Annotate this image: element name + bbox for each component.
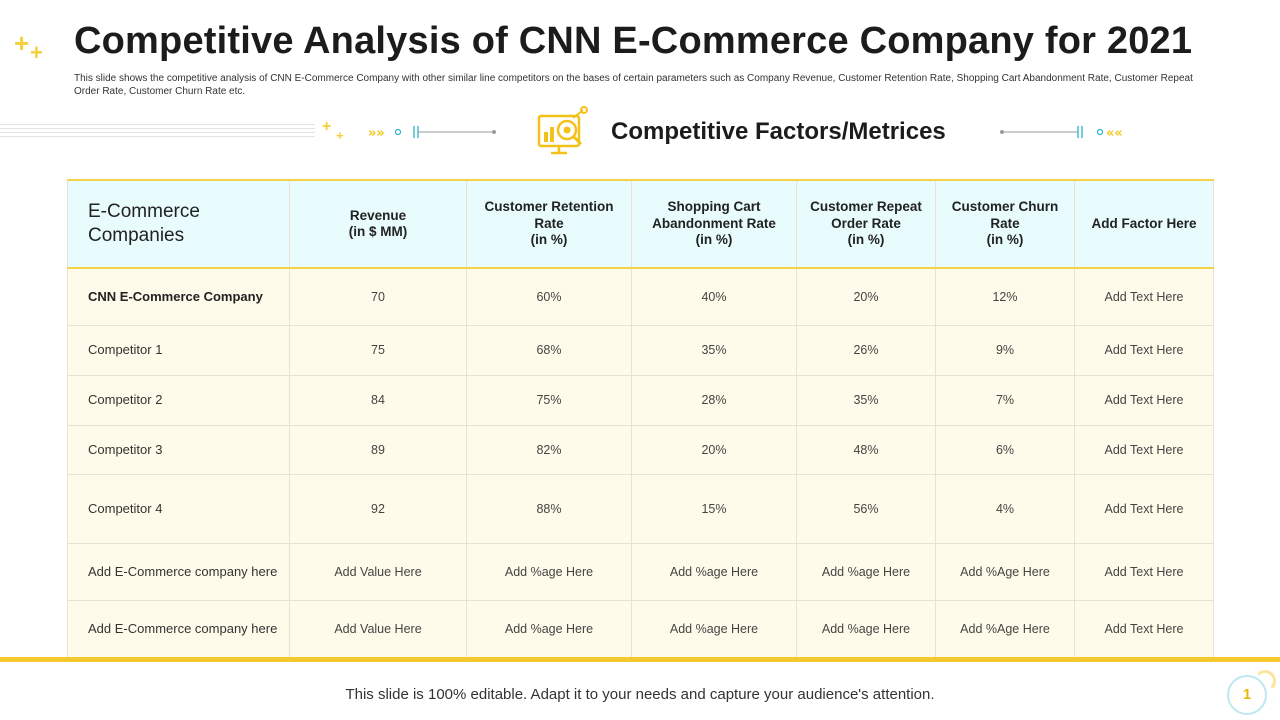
table-row: Competitor 4 92 88% 15% 56% 4% Add Text … [67,473,1214,544]
column-header-companies: E-Commerce Companies [67,179,290,269]
column-header-revenue: Revenue (in $ MM) [289,179,467,269]
revenue-cell: 84 [289,374,467,426]
abandonment-cell: Add %age Here [631,542,797,601]
column-header-churn: Customer Churn Rate (in %) [935,179,1075,269]
churn-cell: Add %Age Here [935,599,1075,658]
retention-cell: Add %age Here [466,599,632,658]
churn-cell: 12% [935,267,1075,326]
abandonment-cell: 20% [631,424,797,475]
decorative-lines [0,124,315,140]
page-number: 1 [1227,675,1267,715]
revenue-cell: 75 [289,324,467,376]
decorative-plus-icon: + [322,118,332,135]
abandonment-cell: 15% [631,473,797,544]
retention-cell: Add %age Here [466,542,632,601]
company-name-cell: Competitor 1 [67,324,290,376]
repeat-order-cell: 20% [796,267,936,326]
decorative-plus-icon: + [336,128,344,143]
analytics-magnifier-icon [537,106,588,155]
revenue-cell: 89 [289,424,467,475]
revenue-cell: Add Value Here [289,599,467,658]
column-header-label: E-Commerce Companies [88,201,200,246]
repeat-order-cell: 48% [796,424,936,475]
table-header-row: E-Commerce Companies Revenue (in $ MM) Cu… [67,179,1214,269]
svg-text:»»: »» [368,126,385,141]
repeat-order-cell: Add %age Here [796,542,936,601]
section-title: Competitive Factors/Metrices [611,118,946,145]
page-number-arc-decoration [1254,670,1276,692]
repeat-order-cell: 26% [796,324,936,376]
decorative-plus-icon: + [14,28,30,58]
table-row: Add E-Commerce company here Add Value He… [67,542,1214,601]
revenue-cell: Add Value Here [289,542,467,601]
abandonment-cell: 28% [631,374,797,426]
column-header-add-factor: Add Factor Here [1074,179,1214,269]
retention-cell: 68% [466,324,632,376]
repeat-order-cell: 56% [796,473,936,544]
churn-cell: 9% [935,324,1075,376]
factor-cell: Add Text Here [1074,374,1214,426]
column-header-abandonment: Shopping Cart Abandonment Rate (in %) [631,179,797,269]
revenue-cell: 70 [289,267,467,326]
company-name-cell: Add E-Commerce company here [67,542,290,601]
page-title: Competitive Analysis of CNN E-Commerce C… [74,20,1193,62]
table-row: Competitor 2 84 75% 28% 35% 7% Add Text … [67,374,1214,426]
abandonment-cell: 35% [631,324,797,376]
column-header-repeat-order: Customer Repeat Order Rate (in %) [796,179,936,269]
company-name-cell: Competitor 4 [67,473,290,544]
repeat-order-cell: 35% [796,374,936,426]
company-name-cell: CNN E-Commerce Company [67,267,290,326]
retention-cell: 75% [466,374,632,426]
competitive-analysis-table: E-Commerce Companies Revenue (in $ MM) Cu… [67,179,1214,658]
table-row: CNN E-Commerce Company 70 60% 40% 20% 12… [67,267,1214,326]
repeat-order-cell: Add %age Here [796,599,936,658]
churn-cell: 7% [935,374,1075,426]
factor-cell: Add Text Here [1074,267,1214,326]
company-name-cell: Competitor 3 [67,424,290,475]
footer-accent-bar [0,657,1280,662]
churn-cell: 6% [935,424,1075,475]
company-name-cell: Competitor 2 [67,374,290,426]
decorative-plus-icon: + [30,40,43,65]
churn-cell: Add %Age Here [935,542,1075,601]
retention-cell: 88% [466,473,632,544]
factor-cell: Add Text Here [1074,473,1214,544]
abandonment-cell: 40% [631,267,797,326]
revenue-cell: 92 [289,473,467,544]
factor-cell: Add Text Here [1074,324,1214,376]
factor-cell: Add Text Here [1074,599,1214,658]
company-name-cell: Add E-Commerce company here [67,599,290,658]
table-row: Competitor 1 75 68% 35% 26% 9% Add Text … [67,324,1214,376]
footer-text: This slide is 100% editable. Adapt it to… [345,686,935,703]
svg-text:««: «« [1106,126,1123,141]
factor-cell: Add Text Here [1074,424,1214,475]
page-subtitle: This slide shows the competitive analysi… [74,73,1193,97]
retention-cell: 60% [466,267,632,326]
left-connector-decoration: »» [368,126,496,141]
table-row: Competitor 3 89 82% 20% 48% 6% Add Text … [67,424,1214,475]
column-header-retention: Customer Retention Rate (in %) [466,179,632,269]
retention-cell: 82% [466,424,632,475]
abandonment-cell: Add %age Here [631,599,797,658]
churn-cell: 4% [935,473,1075,544]
factor-cell: Add Text Here [1074,542,1214,601]
table-row: Add E-Commerce company here Add Value He… [67,599,1214,658]
right-connector-decoration: «« [1000,126,1123,141]
